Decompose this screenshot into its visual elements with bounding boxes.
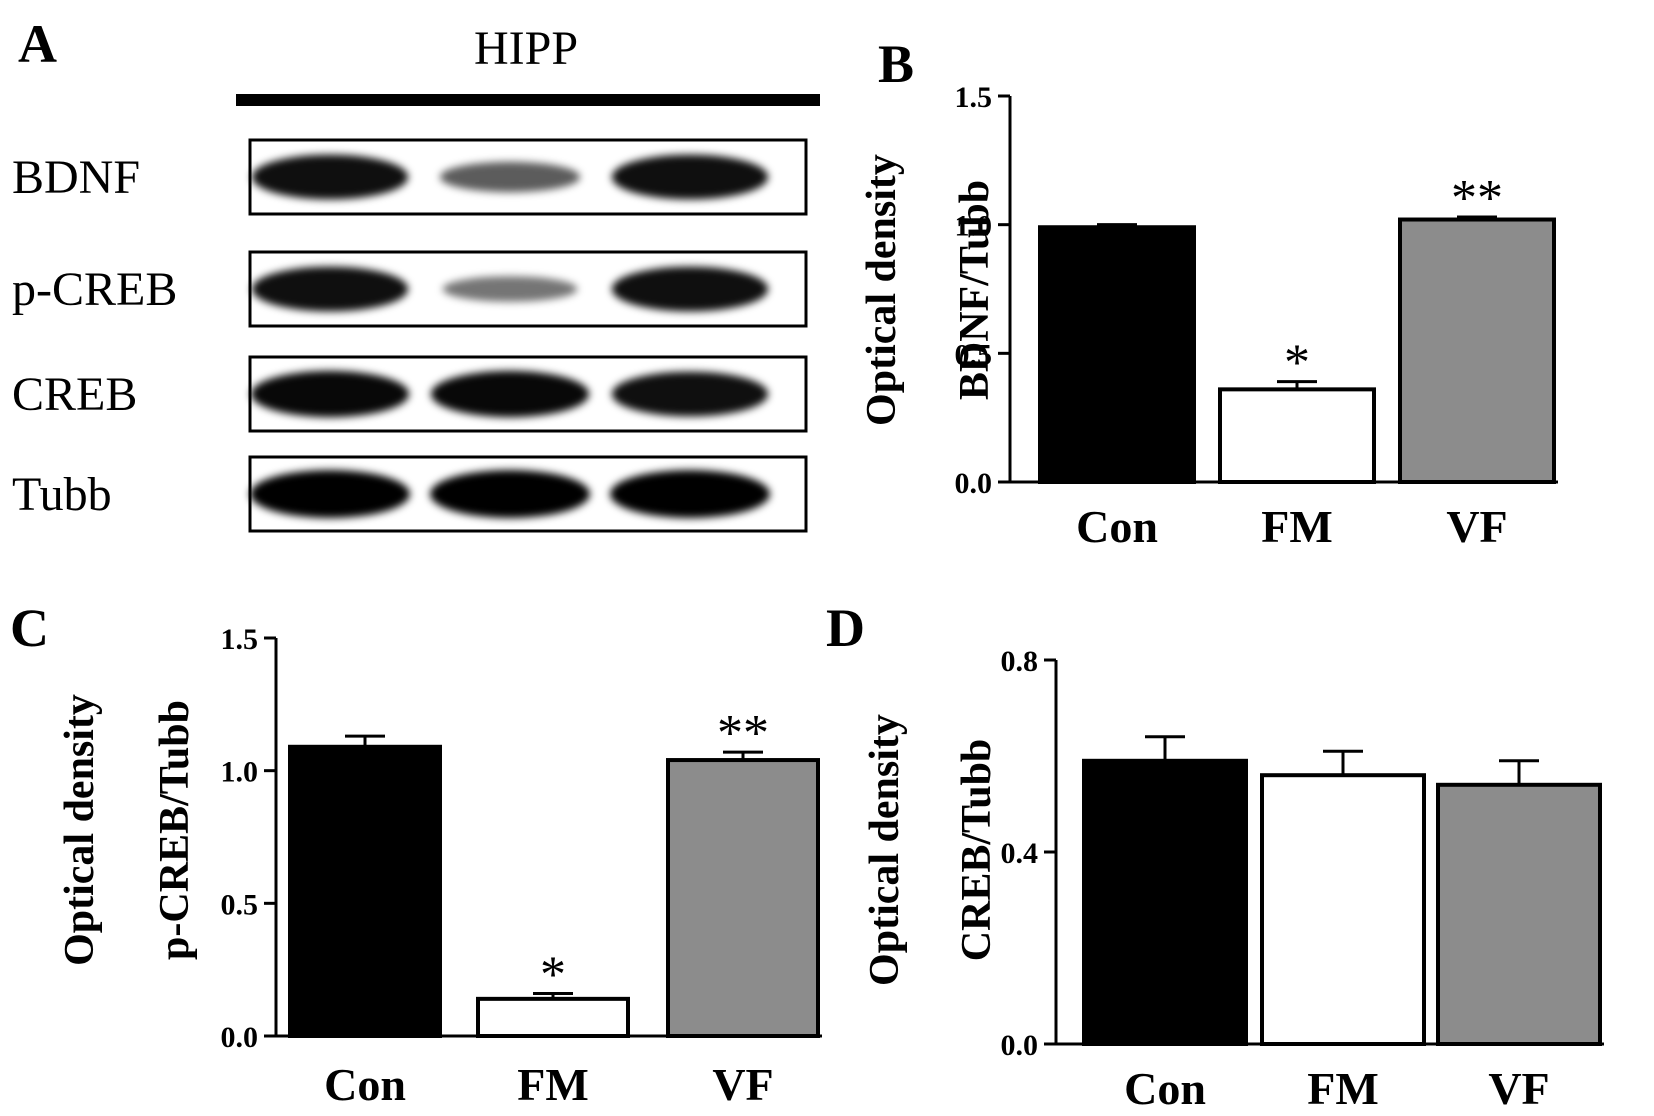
blot-row-p-creb: p-CREB <box>12 250 808 328</box>
blot-row-tubb: Tubb <box>12 455 808 533</box>
blot-band <box>251 154 409 200</box>
x-category-label-con: Con <box>1076 501 1158 552</box>
blot-title: HIPP <box>474 22 578 75</box>
bar-vf <box>1436 782 1602 1046</box>
significance-marker-fm: * <box>1284 335 1310 392</box>
x-category-label-vf: VF <box>1488 1063 1549 1114</box>
y-axis-label: Optical density <box>862 714 908 986</box>
blot-band <box>611 154 769 200</box>
bar-fm <box>1260 773 1426 1046</box>
significance-marker-vf: ** <box>1451 170 1503 227</box>
blot-row-bdnf: BDNF <box>12 138 808 216</box>
panel-b-chart: B Optical density BDNF/Tubb 0.0 0.5 1.0 1.5 Con… <box>859 34 1558 552</box>
blot-title-bar <box>236 94 820 106</box>
x-category-label-con: Con <box>1124 1063 1206 1114</box>
panel-letter-b: B <box>878 34 914 94</box>
y-axis-label: CREB/Tubb <box>954 739 1000 962</box>
panel-a-western-blot: A HIPP BDNF p-CREB CREB Tubb <box>12 14 820 533</box>
y-axis-label: Optical density <box>57 694 103 966</box>
bar-vf <box>666 758 820 1038</box>
x-category-label-fm: FM <box>1261 501 1333 552</box>
bar-con <box>1082 758 1248 1046</box>
blot-band <box>442 276 578 302</box>
blot-band <box>251 266 409 312</box>
x-category-label-fm: FM <box>1307 1063 1379 1114</box>
y-axis-label: p-CREB/Tubb <box>152 700 198 960</box>
bar-con <box>1038 225 1196 484</box>
y-tick-label: 1.5 <box>221 623 259 656</box>
panel-letter-c: C <box>10 598 49 658</box>
significance-marker-vf: ** <box>717 705 769 762</box>
blot-band <box>250 470 410 518</box>
blot-band <box>610 470 770 518</box>
blot-band <box>611 371 769 417</box>
blot-band <box>611 266 769 312</box>
panel-letter-d: D <box>826 598 865 658</box>
blot-band <box>250 370 410 418</box>
y-tick-label: 1.0 <box>221 756 259 789</box>
blot-row-label: CREB <box>12 368 137 421</box>
y-tick-label: 0.4 <box>1001 837 1039 870</box>
significance-marker-fm: * <box>540 947 566 1004</box>
x-category-label-con: Con <box>324 1059 406 1110</box>
blot-band <box>439 161 581 193</box>
blot-row-creb: CREB <box>12 355 808 433</box>
blot-row-label: p-CREB <box>12 263 177 316</box>
blot-band <box>430 470 590 518</box>
x-category-label-fm: FM <box>517 1059 589 1110</box>
x-category-label-vf: VF <box>1446 501 1507 552</box>
y-tick-label: 1.5 <box>955 81 993 114</box>
bar-fm <box>476 996 630 1038</box>
blot-row-label: BDNF <box>12 151 140 204</box>
bar-fm <box>1218 387 1376 484</box>
y-axis-label: Optical density <box>859 154 905 426</box>
y-tick-label: 0.8 <box>1001 645 1039 678</box>
y-tick-label: 1.0 <box>955 210 993 243</box>
y-tick-label: 0.5 <box>221 888 259 921</box>
y-axis-label: BDNF/Tubb <box>952 180 998 400</box>
x-category-label-vf: VF <box>712 1059 773 1110</box>
blot-band <box>430 370 590 418</box>
bar-con <box>288 744 442 1039</box>
y-tick-label: 0.5 <box>955 338 993 371</box>
blot-row-label: Tubb <box>12 468 112 521</box>
bar-vf <box>1398 217 1556 485</box>
panel-letter-a: A <box>18 14 57 74</box>
y-tick-label: 0.0 <box>221 1021 259 1054</box>
panel-d-chart: D Optical density CREB/Tubb 0.0 0.4 0.8 Con FM V… <box>826 598 1604 1114</box>
y-tick-label: 0.0 <box>1001 1029 1039 1062</box>
y-tick-label: 0.0 <box>955 467 993 500</box>
